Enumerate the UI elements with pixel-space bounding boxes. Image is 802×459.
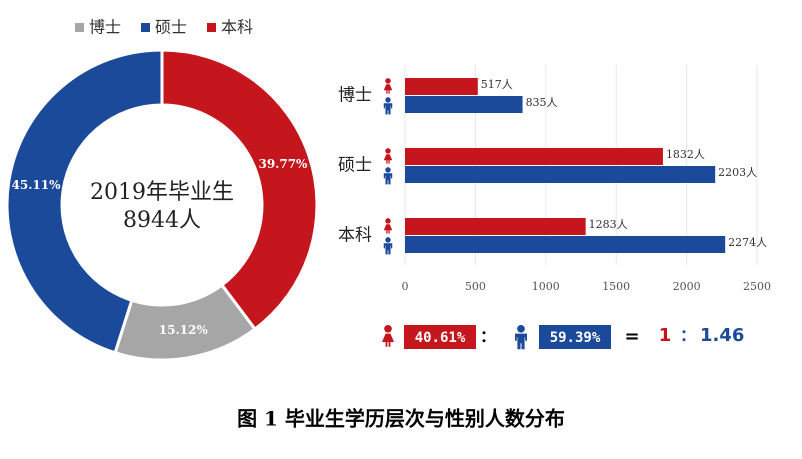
data-label: 517人 — [481, 78, 513, 91]
data-label: 45.11% — [12, 178, 62, 192]
bar — [405, 166, 716, 183]
x-tick-label: 2000 — [673, 280, 701, 293]
male-icon — [385, 167, 391, 173]
data-label: 1832人 — [666, 148, 705, 161]
bar — [405, 218, 586, 235]
data-label: 2274人 — [728, 236, 767, 249]
ratio-left: 1 — [659, 325, 672, 346]
x-tick-label: 500 — [465, 280, 486, 293]
legend-swatch — [207, 23, 216, 32]
female-icon — [382, 333, 394, 347]
center-text: 2019年毕业生 — [90, 180, 234, 205]
x-tick-label: 1500 — [602, 280, 630, 293]
category-label: 本科 — [338, 226, 372, 246]
data-label: 39.77% — [258, 157, 308, 171]
legend-label: 博士 — [89, 18, 121, 37]
x-tick-label: 0 — [402, 280, 409, 293]
data-label: 1283人 — [589, 218, 628, 231]
female-icon — [383, 154, 393, 164]
share-box — [404, 325, 476, 349]
legend-swatch — [75, 23, 84, 32]
center-text: 8944人 — [123, 208, 201, 233]
data-label: 15.12% — [159, 323, 209, 337]
data-label: 2203人 — [718, 166, 757, 179]
bar — [405, 148, 663, 165]
legend-label: 本科 — [221, 18, 253, 37]
female-icon — [384, 324, 392, 333]
male-icon — [383, 103, 393, 115]
bar — [405, 236, 726, 253]
male-icon — [383, 173, 393, 185]
female-icon — [385, 148, 391, 154]
equals: = — [624, 326, 639, 347]
female-share: 40.61% — [415, 330, 466, 346]
bar — [405, 96, 523, 113]
legend-label: 硕士 — [155, 18, 187, 37]
caption: 图 1 毕业生学历层次与性别人数分布 — [237, 407, 565, 431]
legend-swatch — [141, 23, 150, 32]
female-icon — [385, 218, 391, 224]
bar — [405, 78, 478, 95]
x-tick-label: 1000 — [532, 280, 560, 293]
share-box — [539, 325, 611, 349]
female-icon — [383, 84, 393, 94]
donut-segment — [160, 48, 319, 332]
male-share: 59.39% — [550, 330, 601, 346]
female-icon — [385, 78, 391, 84]
ratio-right: 1.46 — [700, 325, 744, 346]
male-icon — [517, 324, 525, 333]
donut-segment — [5, 48, 164, 355]
male-icon — [515, 333, 527, 350]
data-label: 835人 — [526, 96, 558, 109]
female-icon — [383, 224, 393, 234]
colon: ： — [480, 327, 496, 346]
male-icon — [385, 97, 391, 103]
category-label: 硕士 — [338, 156, 372, 176]
male-icon — [385, 237, 391, 243]
colon: ： — [680, 326, 696, 345]
x-tick-label: 2500 — [743, 280, 771, 293]
category-label: 博士 — [338, 86, 372, 106]
male-icon — [383, 243, 393, 255]
